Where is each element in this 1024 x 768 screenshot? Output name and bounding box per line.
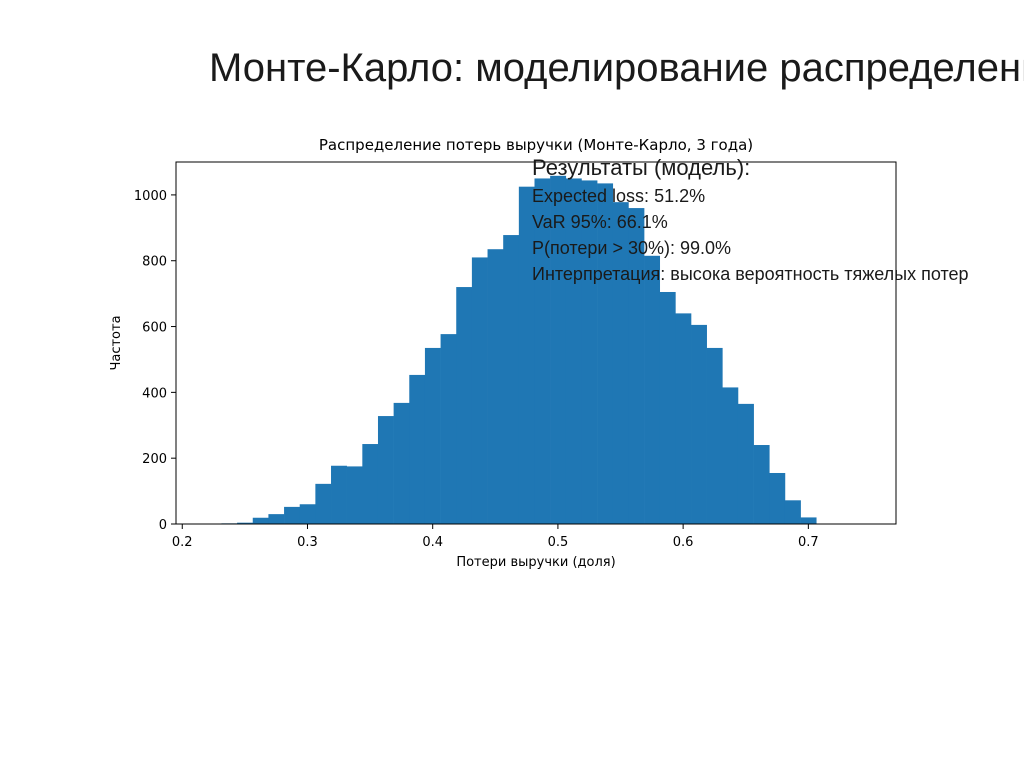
histogram-bar: [268, 514, 285, 524]
histogram-bar: [346, 466, 363, 524]
y-tick-label: 600: [142, 321, 167, 336]
histogram-bar: [471, 257, 488, 524]
histogram-bar: [237, 522, 254, 524]
histogram-bar: [440, 334, 457, 524]
histogram-bar: [659, 291, 676, 524]
y-tick-label: 0: [159, 518, 167, 533]
chart-title: Распределение потерь выручки (Монте-Карл…: [319, 136, 753, 154]
histogram-bar: [362, 444, 379, 524]
y-tick-label: 1000: [134, 189, 167, 204]
histogram-bar: [252, 517, 269, 524]
histogram-bars: [205, 175, 817, 525]
x-axis-ticks: 0.2 0.3 0.4 0.5 0.6 0.7: [172, 524, 819, 550]
x-tick-label: 0.5: [548, 535, 569, 550]
expected-loss-text: Expected loss: 51.2%: [532, 186, 706, 206]
histogram-bar: [581, 180, 598, 525]
histogram-bar: [331, 465, 347, 524]
histogram-bar: [753, 445, 770, 524]
histogram-bar: [456, 287, 473, 524]
histogram-bar: [722, 387, 739, 524]
histogram-bar: [487, 249, 504, 524]
histogram-bar: [706, 347, 723, 524]
histogram-bar: [565, 178, 582, 525]
histogram-bar: [550, 175, 567, 524]
histogram-bar: [628, 208, 645, 524]
probability-text: P(потери > 30%): 99.0%: [532, 238, 732, 258]
y-tick-label: 800: [142, 255, 167, 270]
histogram-bar: [691, 324, 707, 524]
histogram-bar: [299, 504, 316, 524]
histogram-bar: [377, 416, 394, 524]
histogram-bar: [800, 517, 817, 524]
slide-title: Монте-Карло: моделирование распределени: [209, 46, 1024, 90]
histogram-bar: [737, 403, 754, 524]
x-axis-label: Потери выручки (доля): [456, 555, 615, 570]
histogram-bar: [393, 402, 410, 524]
y-axis-ticks: 0 200 400 600 800 1000: [134, 189, 176, 533]
histogram-bar: [424, 347, 441, 524]
histogram-bar: [518, 186, 535, 524]
x-tick-label: 0.3: [297, 535, 318, 550]
histogram-bar: [769, 472, 786, 524]
x-tick-label: 0.7: [798, 535, 819, 550]
histogram-bar: [409, 374, 426, 524]
histogram-bar: [503, 235, 520, 525]
histogram-bar: [284, 506, 301, 524]
interpretation-text: Интерпретация: высока вероятность тяжелы…: [532, 264, 969, 284]
var95-text: VaR 95%: 66.1%: [532, 212, 668, 232]
x-tick-label: 0.2: [172, 535, 193, 550]
histogram-bar: [597, 183, 614, 524]
x-tick-label: 0.4: [422, 535, 443, 550]
results-heading: Результаты (модель):: [532, 155, 751, 180]
x-tick-label: 0.6: [673, 535, 694, 550]
y-axis-label: Частота: [109, 315, 124, 370]
histogram-bar: [612, 202, 629, 524]
plot-frame: [175, 161, 897, 525]
histogram-bar: [675, 313, 692, 524]
histogram-bar: [534, 178, 551, 525]
y-tick-label: 400: [142, 386, 167, 401]
results-annotation: Результаты (модель): Expected loss: 51.2…: [532, 153, 969, 287]
histogram-bar: [315, 483, 332, 524]
histogram-bar: [644, 255, 661, 525]
y-tick-label: 200: [142, 452, 167, 467]
histogram-bar: [784, 500, 801, 524]
